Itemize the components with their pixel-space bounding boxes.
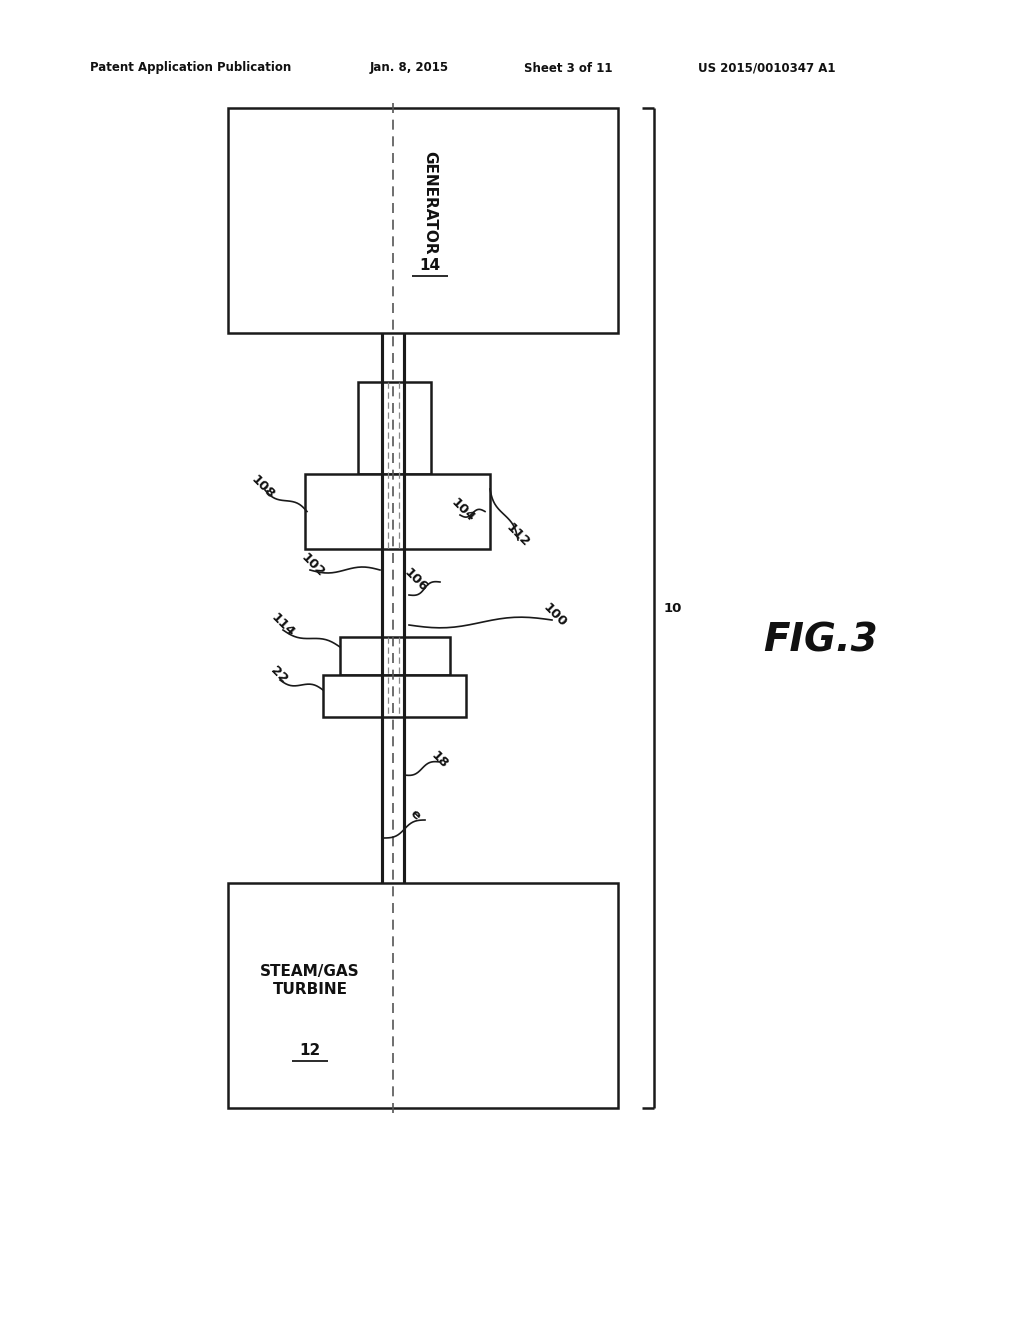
- Text: 106: 106: [401, 566, 430, 594]
- Text: US 2015/0010347 A1: US 2015/0010347 A1: [698, 62, 836, 74]
- Text: 112: 112: [503, 520, 531, 549]
- Bar: [340, 638, 450, 675]
- Bar: [228, 883, 618, 1107]
- Text: 100: 100: [540, 601, 568, 630]
- Text: GENERATOR: GENERATOR: [423, 150, 437, 255]
- Text: 102: 102: [298, 550, 327, 579]
- Text: 18: 18: [428, 748, 451, 771]
- Text: FIG.3: FIG.3: [763, 620, 878, 659]
- Text: Jan. 8, 2015: Jan. 8, 2015: [370, 62, 450, 74]
- Text: Patent Application Publication: Patent Application Publication: [90, 62, 291, 74]
- Text: 14: 14: [420, 257, 440, 273]
- Text: 22: 22: [268, 664, 290, 686]
- Text: Sheet 3 of 11: Sheet 3 of 11: [524, 62, 612, 74]
- Bar: [228, 108, 618, 333]
- Text: 108: 108: [248, 473, 276, 502]
- Text: 12: 12: [299, 1043, 321, 1059]
- Text: e: e: [408, 808, 423, 822]
- Text: 104: 104: [449, 495, 477, 524]
- Text: 114: 114: [268, 611, 297, 639]
- Bar: [358, 381, 431, 474]
- Bar: [305, 474, 490, 549]
- Text: STEAM/GAS
TURBINE: STEAM/GAS TURBINE: [260, 964, 359, 998]
- Bar: [323, 675, 466, 717]
- Text: 10: 10: [664, 602, 682, 615]
